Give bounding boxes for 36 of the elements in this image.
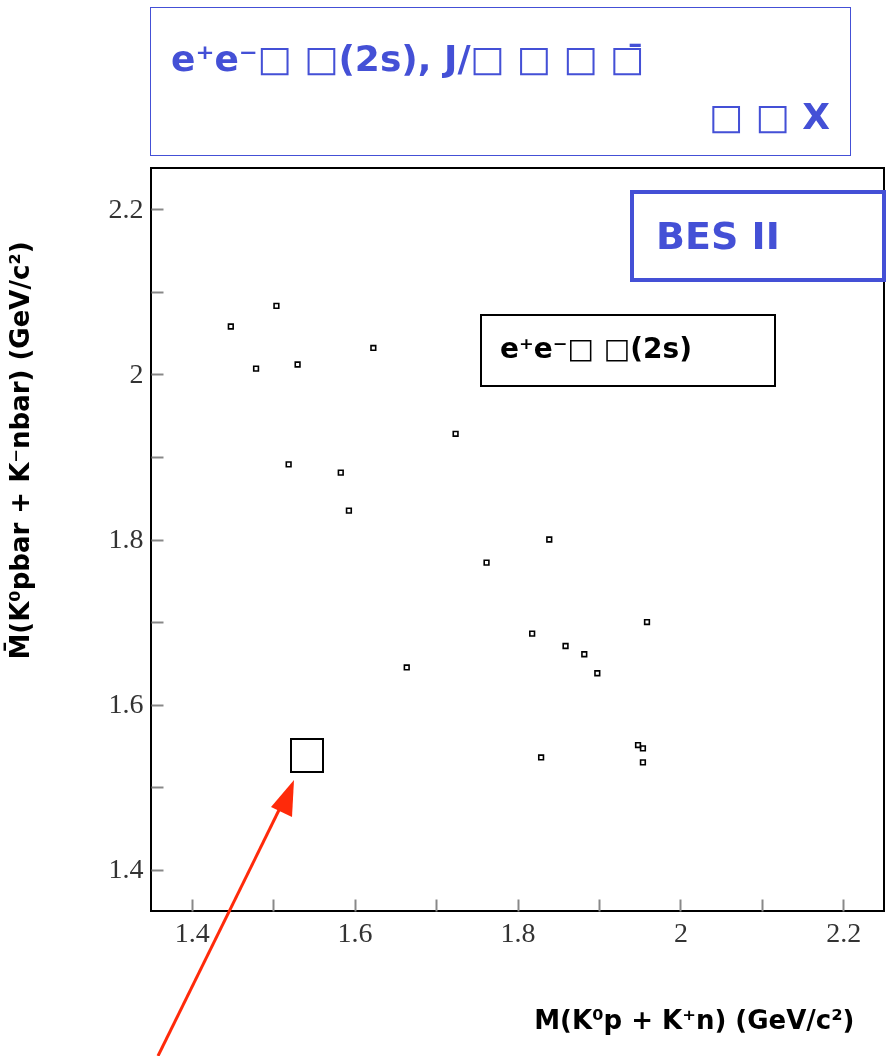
- y-tick-label: 1.8: [108, 523, 144, 554]
- y-tick-label: 1.4: [108, 853, 144, 885]
- x-axis-title: M(K⁰p + K⁺n) (GeV/c²): [534, 1004, 855, 1035]
- point: [594, 670, 601, 677]
- point: [452, 430, 459, 437]
- point: [529, 630, 536, 637]
- point: [403, 664, 410, 671]
- annotation: BES II: [630, 190, 886, 282]
- point: [562, 642, 569, 650]
- x-tick-label: 2: [673, 916, 688, 948]
- x-tick-label: 1.8: [500, 916, 536, 948]
- point: [581, 651, 588, 658]
- x-tick-label: 1.4: [174, 916, 210, 948]
- point: [639, 745, 647, 752]
- y-tick-label: 2.2: [108, 192, 144, 224]
- point: [639, 759, 647, 766]
- y-tick-label: 1.6: [108, 688, 144, 720]
- x-tick-label: 1.6: [337, 916, 373, 948]
- point: [546, 536, 553, 543]
- y-axis-title: M̄(K⁰pbar + K⁻nbar) (GeV/c²): [2, 241, 35, 660]
- point: [370, 344, 377, 352]
- point: [294, 361, 301, 368]
- point: [634, 741, 642, 749]
- point: [537, 754, 545, 761]
- point: [643, 618, 651, 626]
- point: [252, 365, 260, 372]
- x-tick-label: 2.2: [826, 916, 862, 948]
- point: [337, 469, 344, 476]
- annotation: e⁺e⁻□ □(2s): [480, 314, 776, 387]
- y-tick-label: 2: [129, 357, 144, 389]
- point: [227, 323, 234, 330]
- point: [273, 302, 280, 310]
- point: [285, 461, 292, 468]
- chart-title: e⁺e⁻□ □(2s), J/□ □ □ □̄ □ □ X: [171, 38, 830, 137]
- point: [483, 559, 490, 566]
- point: [345, 507, 353, 514]
